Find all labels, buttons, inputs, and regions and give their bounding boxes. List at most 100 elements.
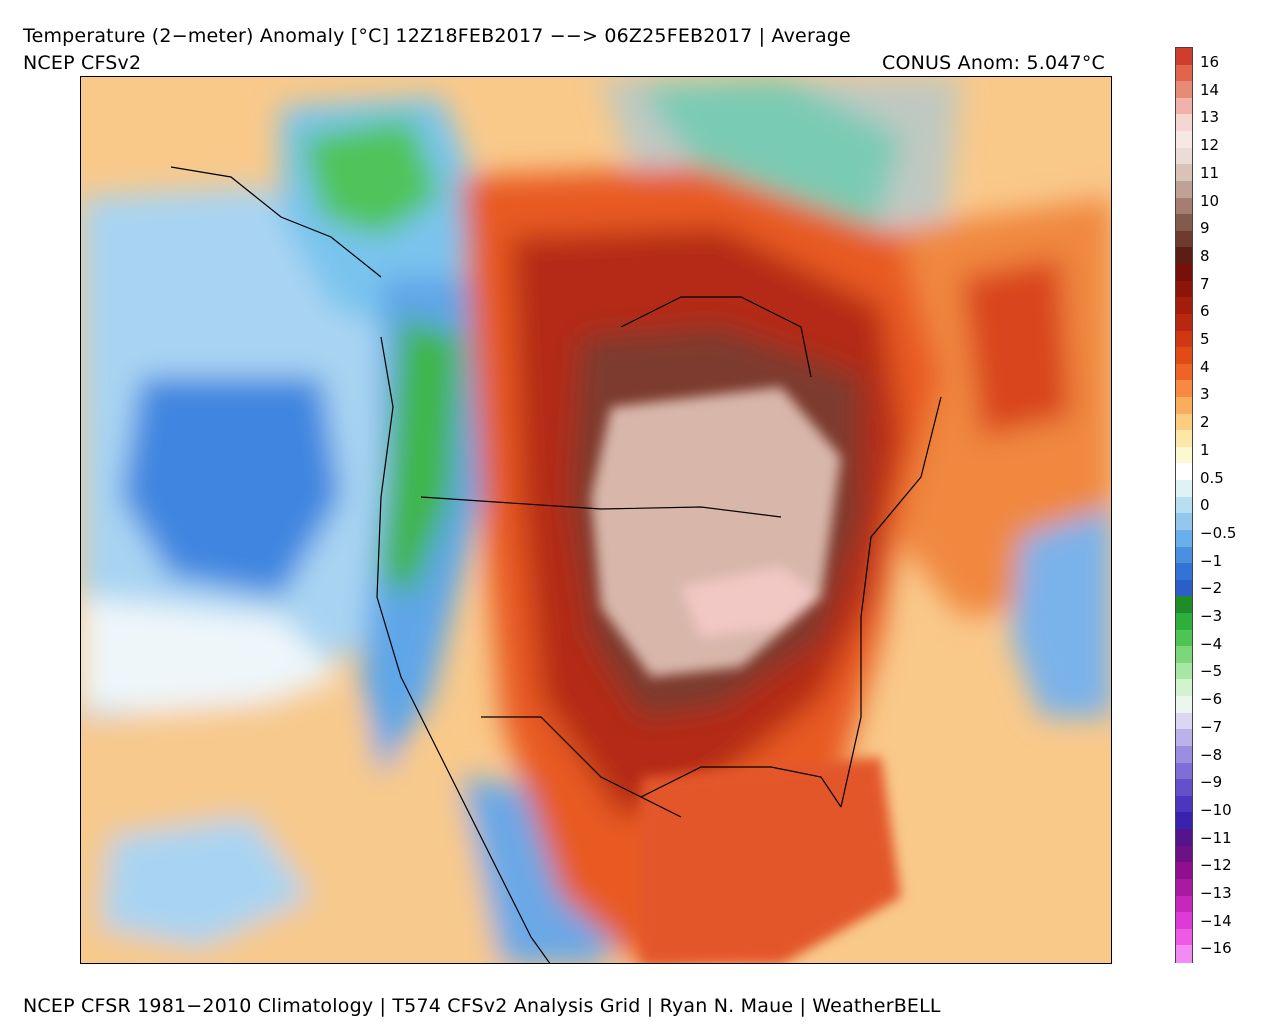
colorbar-segment [1176,297,1192,315]
colorbar-segment [1176,197,1192,215]
colorbar-label: 13 [1200,108,1220,127]
colorbar-segment [1176,131,1192,149]
colorbar-segment [1176,247,1192,265]
colorbar [1175,47,1193,963]
colorbar-segment [1176,164,1192,182]
colorbar-segment [1176,646,1192,664]
colorbar-segment [1176,546,1192,564]
colorbar-label: 10 [1200,191,1220,210]
colorbar-label: −4 [1200,634,1223,653]
colorbar-label: 12 [1200,136,1220,155]
colorbar-segment [1176,214,1192,232]
colorbar-segment [1176,613,1192,631]
colorbar-segment [1176,230,1192,248]
colorbar-label: 14 [1200,80,1220,99]
colorbar-label: 8 [1200,246,1210,265]
colorbar-segment [1176,745,1192,764]
colorbar-label: 0.5 [1200,468,1224,487]
colorbar-segment [1176,912,1192,930]
canada-us-border [420,496,782,518]
hudson-bay-coast [620,296,812,378]
colorbar-segment [1176,363,1192,381]
boundary-lines [170,166,942,963]
colorbar-segment [1176,147,1192,165]
gulf-coastline [640,766,842,808]
west-coast-green-strip [381,317,461,597]
colorbar-segment [1176,563,1192,581]
colorbar-label: −11 [1200,828,1232,847]
colorbar-label: −2 [1200,579,1223,598]
colorbar-label: 4 [1200,357,1210,376]
colorbar-segment [1176,97,1192,116]
colorbar-segment [1176,812,1192,830]
colorbar-segment [1176,480,1192,498]
colorbar-label: −3 [1200,607,1223,625]
colorbar-segment [1176,380,1192,398]
pacific-coastline [376,336,551,963]
colorbar-segment [1176,413,1192,431]
colorbar-label: 5 [1200,330,1210,348]
colorbar-segment [1176,180,1192,199]
colorbar-segment [1176,463,1192,481]
colorbar-segment [1176,862,1192,880]
colorbar-segment [1176,48,1192,66]
colorbar-label: 9 [1200,219,1210,238]
colorbar-segment [1176,696,1192,714]
colorbar-segment [1176,596,1192,614]
colorbar-segment [1176,712,1192,730]
colorbar-label: −16 [1200,939,1232,958]
colorbar-label: −5 [1200,662,1223,681]
atlantic-hot-core [961,257,1071,437]
colorbar-label: 11 [1200,163,1220,182]
colorbar-segment [1176,496,1192,514]
colorbar-segment [1176,579,1192,597]
colorbar-label: −14 [1200,911,1232,930]
colorbar-label: 0 [1200,496,1210,515]
footer-credits: NCEP CFSR 1981−2010 Climatology | T574 C… [23,995,941,1017]
colorbar-segment [1176,446,1192,465]
colorbar-segment [1176,895,1192,913]
colorbar-segment [1176,845,1192,863]
colorbar-label: −10 [1200,800,1232,819]
colorbar-label: −12 [1200,856,1232,875]
colorbar-label: −0.5 [1200,523,1237,542]
colorbar-segment [1176,64,1192,82]
colorbar-segment [1176,313,1192,332]
colorbar-label: −6 [1200,690,1223,709]
colorbar-label: −13 [1200,884,1232,902]
pacific-south-cool-patch [101,817,311,947]
colorbar-segment [1176,280,1192,298]
conus-anomaly-readout: CONUS Anom: 5.047°C [881,52,1105,74]
colorbar-segment [1176,81,1192,99]
colorbar-segment [1176,779,1192,797]
colorbar-segment [1176,629,1192,647]
colorbar-segment [1176,347,1192,365]
colorbar-label: −7 [1200,717,1223,736]
colorbar-label: −8 [1200,745,1223,764]
us-mexico-border [481,716,682,818]
colorbar-label: 3 [1200,385,1210,404]
colorbar-label: 7 [1200,274,1210,293]
gulf-warm-region [641,757,901,963]
atlantic-cold-patch [1011,507,1111,717]
colorbar-segment [1176,945,1192,963]
colorbar-label: −1 [1200,551,1223,570]
colorbar-label: 1 [1200,440,1210,459]
colorbar-segment [1176,330,1192,348]
alaska-green-region [301,117,441,237]
colorbar-segment [1176,396,1192,415]
atlantic-coastline [840,396,942,808]
colorbar-label: 2 [1200,413,1210,432]
colorbar-segment [1176,679,1192,697]
colorbar-segment [1176,729,1192,747]
ohio-valley-pink-core [681,567,821,637]
colorbar-segment [1176,114,1192,132]
colorbar-segment [1176,264,1192,282]
colorbar-label: 6 [1200,302,1210,321]
colorbar-segment [1176,529,1192,548]
alaska-coastline [170,166,382,278]
pacific-deep-cold-region [121,377,341,597]
colorbar-segment [1176,795,1192,814]
colorbar-segment [1176,662,1192,681]
colorbar-label: 16 [1200,53,1220,71]
